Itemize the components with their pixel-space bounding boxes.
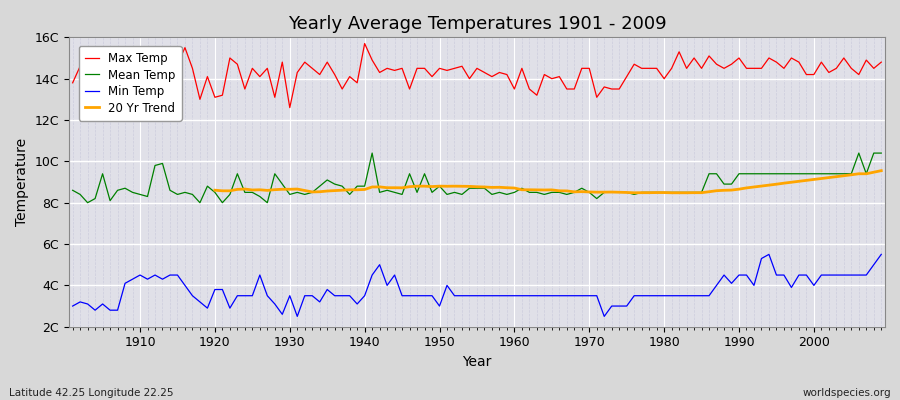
Max Temp	[517, 66, 527, 71]
Line: Min Temp: Min Temp	[73, 254, 881, 316]
Text: worldspecies.org: worldspecies.org	[803, 388, 891, 398]
Max Temp	[345, 74, 356, 79]
20 Yr Trend	[509, 186, 520, 190]
Min Temp	[292, 314, 302, 319]
Mean Temp	[876, 151, 886, 156]
Mean Temp	[524, 190, 535, 195]
Max Temp	[284, 105, 295, 110]
Min Temp	[876, 252, 886, 257]
20 Yr Trend	[876, 168, 886, 173]
Mean Temp	[300, 192, 310, 197]
Mean Temp	[614, 190, 625, 195]
Min Temp	[607, 304, 617, 308]
Mean Temp	[345, 192, 356, 197]
Mean Temp	[82, 200, 93, 205]
Line: Mean Temp: Mean Temp	[73, 153, 881, 203]
X-axis label: Year: Year	[463, 355, 491, 369]
20 Yr Trend	[501, 185, 512, 190]
Max Temp	[614, 87, 625, 92]
Mean Temp	[517, 186, 527, 191]
Line: 20 Yr Trend: 20 Yr Trend	[215, 171, 881, 193]
Min Temp	[300, 293, 310, 298]
Min Temp	[763, 252, 774, 257]
Min Temp	[517, 293, 527, 298]
Max Temp	[300, 60, 310, 64]
Min Temp	[68, 304, 78, 308]
Title: Yearly Average Temperatures 1901 - 2009: Yearly Average Temperatures 1901 - 2009	[288, 15, 666, 33]
20 Yr Trend	[337, 188, 347, 192]
Text: Latitude 42.25 Longitude 22.25: Latitude 42.25 Longitude 22.25	[9, 388, 174, 398]
Max Temp	[68, 80, 78, 85]
Max Temp	[876, 60, 886, 64]
Max Temp	[359, 41, 370, 46]
Min Temp	[345, 293, 356, 298]
Line: Max Temp: Max Temp	[73, 44, 881, 108]
Max Temp	[524, 87, 535, 92]
20 Yr Trend	[598, 190, 609, 194]
Legend: Max Temp, Mean Temp, Min Temp, 20 Yr Trend: Max Temp, Mean Temp, Min Temp, 20 Yr Tre…	[79, 46, 182, 120]
Max Temp	[127, 68, 138, 73]
Mean Temp	[68, 188, 78, 193]
Mean Temp	[135, 192, 146, 197]
Min Temp	[509, 293, 520, 298]
Mean Temp	[366, 151, 377, 156]
20 Yr Trend	[292, 187, 302, 192]
Min Temp	[127, 277, 138, 282]
Y-axis label: Temperature: Temperature	[15, 138, 29, 226]
